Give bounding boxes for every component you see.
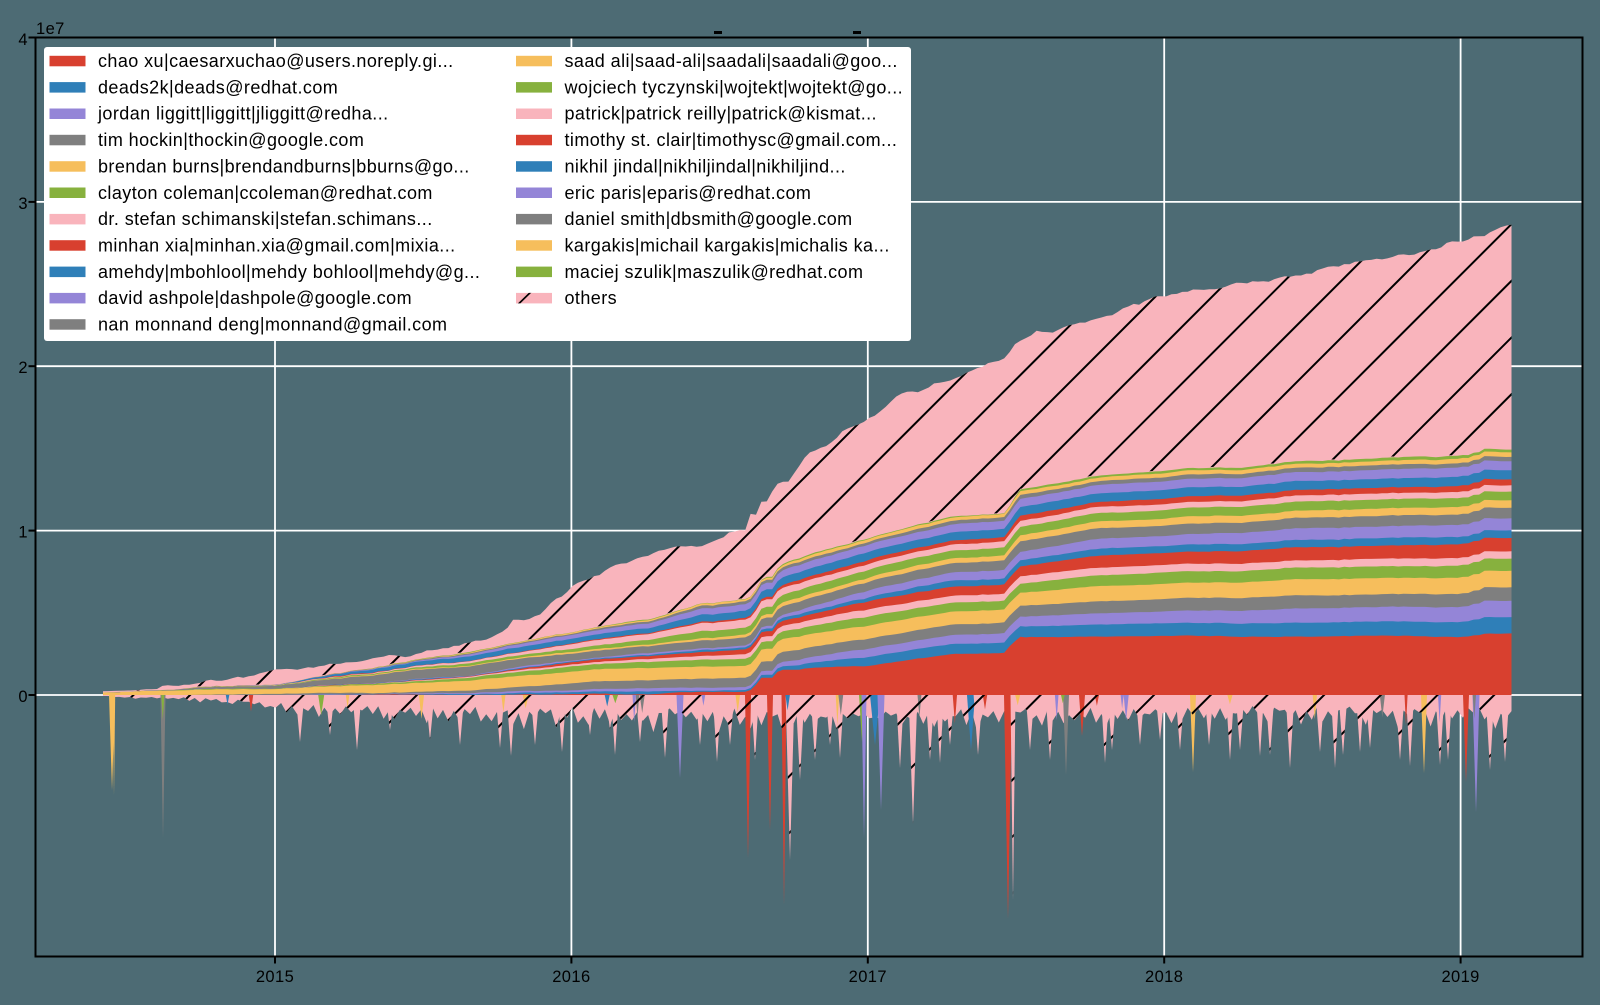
svg-text:nan monnand deng|monnand@gmail: nan monnand deng|monnand@gmail.com xyxy=(98,315,447,335)
svg-text:brendan burns|brendandburns|bb: brendan burns|brendandburns|bburns@go... xyxy=(98,156,470,176)
svg-text:wojciech tyczynski|wojtekt|woj: wojciech tyczynski|wojtekt|wojtekt@go... xyxy=(564,77,904,97)
svg-text:2018: 2018 xyxy=(1145,968,1183,986)
svg-text:2019: 2019 xyxy=(1441,968,1479,986)
svg-text:jordan liggitt|liggitt|jliggit: jordan liggitt|liggitt|jliggitt@redha... xyxy=(97,104,389,124)
svg-text:patrick|patrick reilly|patrick: patrick|patrick reilly|patrick@kismat... xyxy=(565,104,877,124)
svg-text:2: 2 xyxy=(18,359,28,377)
svg-text:daniel smith|dbsmith@google.co: daniel smith|dbsmith@google.com xyxy=(565,209,853,229)
svg-text:saad ali|saad-ali|saadali|saad: saad ali|saad-ali|saadali|saadali@goo... xyxy=(565,51,898,71)
svg-text:deads2k|deads@redhat.com: deads2k|deads@redhat.com xyxy=(98,77,338,97)
svg-text:amehdy|mbohlool|mehdy bohlool|: amehdy|mbohlool|mehdy bohlool|mehdy@g... xyxy=(98,262,480,282)
svg-text:1: 1 xyxy=(18,524,28,542)
svg-text:2015: 2015 xyxy=(256,968,294,986)
svg-text:tim hockin|thockin@google.com: tim hockin|thockin@google.com xyxy=(98,130,364,150)
svg-text:timothy st. clair|timothysc@gm: timothy st. clair|timothysc@gmail.com... xyxy=(565,130,898,150)
svg-text:0: 0 xyxy=(18,688,28,706)
svg-text:2016: 2016 xyxy=(552,968,590,986)
svg-text:chao xu|caesarxuchao@users.nor: chao xu|caesarxuchao@users.noreply.gi... xyxy=(98,51,454,71)
svg-text:eric paris|eparis@redhat.com: eric paris|eparis@redhat.com xyxy=(565,183,812,203)
svg-text:4: 4 xyxy=(18,31,28,49)
svg-text:2017: 2017 xyxy=(849,968,887,986)
svg-text:clayton coleman|ccoleman@redha: clayton coleman|ccoleman@redhat.com xyxy=(98,183,433,203)
svg-text:dr. stefan schimanski|stefan.s: dr. stefan schimanski|stefan.schimans... xyxy=(98,209,433,229)
svg-text:nikhil jindal|nikhiljindal|nik: nikhil jindal|nikhiljindal|nikhiljind... xyxy=(565,156,846,176)
svg-text:david ashpole|dashpole@google.: david ashpole|dashpole@google.com xyxy=(98,288,412,308)
svg-text:maciej szulik|maszulik@redhat.: maciej szulik|maszulik@redhat.com xyxy=(565,262,864,282)
svg-text:others: others xyxy=(565,288,618,308)
svg-text:1e7: 1e7 xyxy=(36,20,65,38)
svg-text:3: 3 xyxy=(18,195,28,213)
svg-text:kargakis|michail kargakis|mich: kargakis|michail kargakis|michalis ka... xyxy=(565,236,890,256)
svg-text:minhan xia|minhan.xia@gmail.co: minhan xia|minhan.xia@gmail.com|mixia... xyxy=(98,236,456,256)
